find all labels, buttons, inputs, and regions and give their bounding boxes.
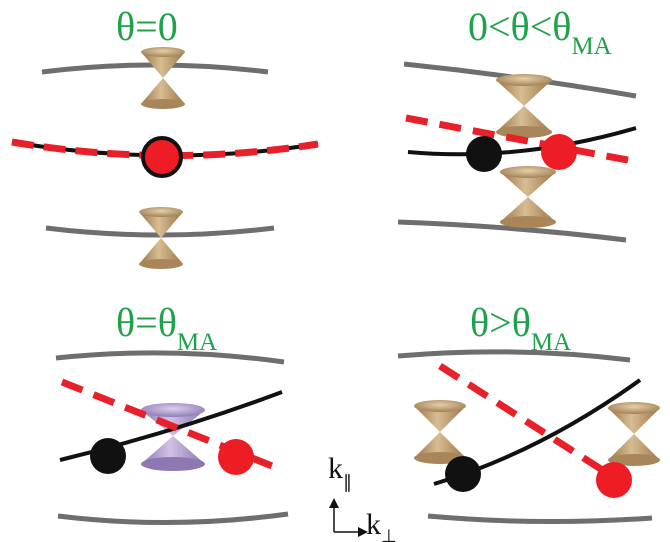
red-dirac-point (541, 134, 577, 170)
momentum-axes: k∥ k⊥ (328, 452, 397, 542)
panel-title-magic-angle: θ=θMA (116, 300, 217, 356)
lower-band-line (427, 513, 653, 525)
dirac-cone-right (608, 402, 660, 466)
k-parallel-arrowhead (329, 498, 339, 508)
upper-band-line (397, 349, 631, 363)
red-dashed-band-line (60, 378, 284, 474)
panel-small-angle: 0<θ<θMA (397, 4, 639, 243)
dirac-cone-lower (139, 207, 183, 269)
k-parallel-label: k∥ (328, 452, 352, 492)
panel-title-small-angle: 0<θ<θMA (468, 4, 612, 60)
upper-band-line (55, 350, 285, 365)
red-dirac-point (596, 462, 632, 498)
dirac-cone-upper (141, 47, 185, 109)
overlapping-dirac-point (141, 136, 183, 178)
panel-large-angle: θ>θMA (397, 300, 660, 525)
dirac-cone-upper (496, 74, 552, 138)
dirac-cone-left (414, 400, 466, 464)
panel-magic-angle: θ=θMA (55, 300, 289, 526)
red-dashed-band-line (405, 114, 639, 166)
black-dirac-point (445, 456, 481, 492)
red-dirac-point (218, 439, 254, 475)
black-band-curve (407, 126, 637, 157)
black-dirac-point (466, 136, 502, 172)
panel-theta-zero: θ=0 (11, 4, 319, 269)
k-perp-label: k⊥ (366, 508, 397, 542)
k-perp-arrowhead (358, 527, 368, 537)
panel-title-large-angle: θ>θMA (470, 300, 571, 356)
lower-band-line (57, 511, 289, 526)
lower-band-line (397, 219, 627, 243)
panel-title-theta-zero: θ=0 (116, 4, 178, 49)
red-dashed-band-curve (11, 138, 319, 159)
red-dashed-band-line (438, 363, 620, 483)
dirac-cone-lower (500, 166, 556, 228)
black-dirac-point (90, 438, 126, 474)
